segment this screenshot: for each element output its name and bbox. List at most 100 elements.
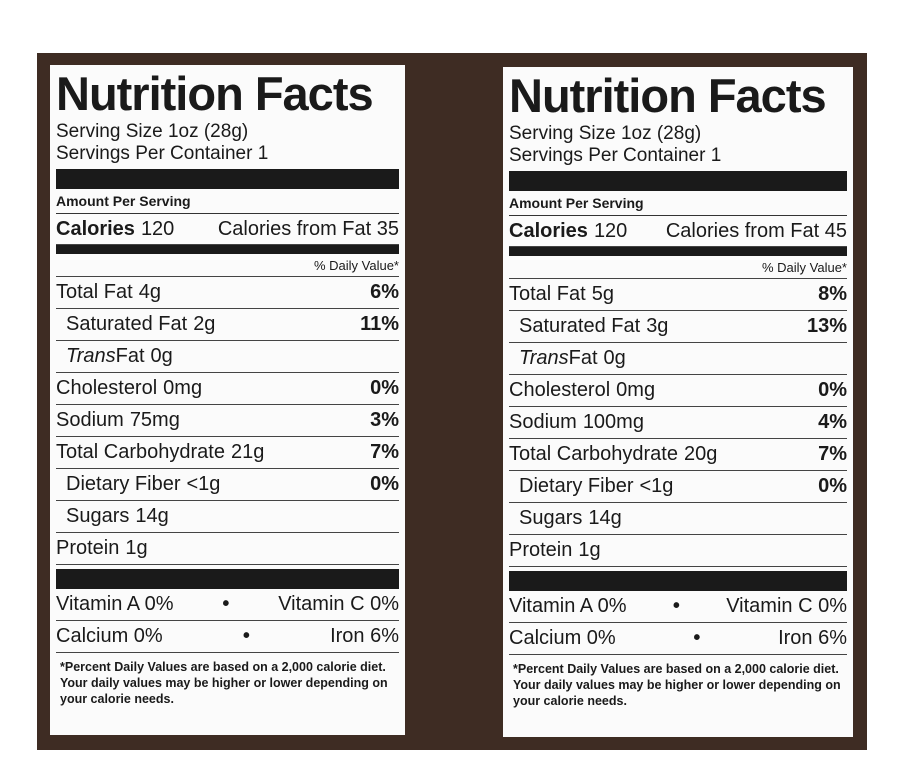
separator-dot: • (693, 627, 701, 649)
nutrient-amount: 14g (135, 505, 169, 527)
nutrient-row: Protein 1g (56, 533, 399, 565)
nutrient-row: Sugars 14g (509, 503, 847, 535)
nutrient: Total Carbohydrate 21g (56, 441, 264, 464)
nutrient-amount: 2g (193, 313, 216, 335)
nutrient-amount: 0g (150, 345, 173, 367)
thick-rule (509, 171, 847, 191)
vitamin: Iron 6% (330, 625, 399, 647)
nutrient-amount: <1g (186, 473, 221, 495)
nutrient-name: Saturated Fat (66, 313, 188, 335)
nutrient-amount: 0g (603, 347, 626, 369)
vitamin: Iron 6% (778, 627, 847, 649)
thick-rule (56, 169, 399, 189)
nutrient-amount: 21g (230, 441, 265, 463)
vitamin: Vitamin C 0% (726, 595, 847, 617)
nutrient: Protein 1g (56, 537, 148, 560)
vitamin: Vitamin C 0% (278, 593, 399, 615)
footnote: *Percent Daily Values are based on a 2,0… (513, 662, 841, 708)
nutrient: TransFat 0g (519, 347, 626, 370)
nutrient-amount: 0mg (616, 379, 656, 401)
thick-rule (509, 571, 847, 591)
daily-value-header: % Daily Value* (761, 259, 847, 275)
calories: Calories 120 (56, 218, 174, 241)
label-title: Nutrition Facts (509, 69, 827, 122)
fat-calories: Calories from Fat 35 (217, 217, 399, 240)
nutrition-label: Nutrition Facts Serving Size 1oz (28g) Ser… (503, 67, 853, 737)
daily-value: 4% (818, 411, 847, 433)
nutrient-row: Dietary Fiber <1g 0% (509, 471, 847, 503)
vitamin-row: Calcium 0% • Iron 6% (509, 623, 847, 655)
amount-per-serving: Amount Per Serving (509, 191, 847, 216)
nutrient: Dietary Fiber <1g (66, 473, 220, 496)
daily-value: 6% (370, 281, 399, 303)
nutrient-row: Cholesterol 0mg 0% (509, 375, 847, 407)
footnote: *Percent Daily Values are based on a 2,0… (60, 660, 388, 706)
nutrient-row: Sugars 14g (56, 501, 399, 533)
daily-value-header-row: % Daily Value* (56, 254, 399, 277)
calories-label: Calories (509, 219, 588, 242)
vitamin: Calcium 0% (509, 627, 616, 649)
nutrient: Sugars 14g (519, 507, 622, 530)
vitamin-row: Calcium 0% • Iron 6% (56, 621, 399, 653)
nutrient-name: Sodium (509, 411, 577, 433)
separator-dot: • (242, 625, 250, 647)
vitamin: Calcium 0% (56, 625, 163, 647)
nutrient-name: Saturated Fat (519, 315, 641, 337)
calories-value: 120 (140, 217, 175, 240)
servings-per-container: Servings Per Container 1 (56, 143, 269, 164)
nutrient-name: Sugars (519, 507, 583, 529)
nutrient: Total Carbohydrate 20g (509, 443, 717, 466)
nutrient-amount: 5g (591, 283, 614, 305)
daily-value: 7% (370, 441, 399, 463)
daily-value-header: % Daily Value* (313, 257, 399, 273)
nutrient-row: Protein 1g (509, 535, 847, 567)
nutrient-name: Protein (56, 537, 120, 559)
nutrient-name: Sodium (56, 409, 124, 431)
daily-value: 7% (818, 443, 847, 465)
nutrient-name: Total Carbohydrate (509, 443, 678, 465)
nutrient: Dietary Fiber <1g (519, 475, 673, 498)
nutrient-prefix: Trans (519, 347, 569, 369)
daily-value: 13% (806, 315, 847, 337)
nutrient-name: Cholesterol (56, 377, 158, 399)
nutrient-row: Total Carbohydrate 21g 7% (56, 437, 399, 469)
nutrient-name: Total Fat (56, 281, 133, 303)
nutrient-name: Total Fat (509, 283, 586, 305)
nutrient-name: Dietary Fiber (519, 475, 634, 497)
medium-rule (509, 247, 847, 256)
nutrient: Total Fat 4g (56, 281, 161, 304)
nutrient-row: Dietary Fiber <1g 0% (56, 469, 399, 501)
nutrient-name: Cholesterol (509, 379, 611, 401)
serving-size: Serving Size 1oz (28g) (509, 123, 702, 144)
vitamin-row: Vitamin A 0% • Vitamin C 0% (56, 589, 399, 621)
separator-dot: • (672, 595, 680, 617)
vitamin: Vitamin A 0% (509, 595, 627, 617)
nutrient-row: Total Fat 5g 8% (509, 279, 847, 311)
nutrient-row: TransFat 0g (509, 343, 847, 375)
amount-per-serving: Amount Per Serving (56, 189, 399, 214)
daily-value: 0% (370, 473, 399, 495)
nutrient-row: Cholesterol 0mg 0% (56, 373, 399, 405)
nutrient-row: TransFat 0g (56, 341, 399, 373)
nutrient: Saturated Fat 3g (519, 315, 668, 338)
daily-value: 0% (818, 379, 847, 401)
calories-row: Calories 120 Calories from Fat 35 (56, 214, 399, 245)
nutrient-name: Protein (509, 539, 573, 561)
nutrient-amount: 1g (125, 537, 148, 559)
calories-row: Calories 120 Calories from Fat 45 (509, 216, 847, 247)
nutrient-name: Sugars (66, 505, 130, 527)
nutrient-name: Dietary Fiber (66, 473, 181, 495)
servings-per-container: Servings Per Container 1 (509, 145, 722, 166)
nutrient-amount: 1g (578, 539, 601, 561)
nutrient-name: Fat (568, 347, 598, 369)
daily-value: 0% (818, 475, 847, 497)
fat-calories: Calories from Fat 45 (665, 219, 847, 242)
nutrient-row: Total Fat 4g 6% (56, 277, 399, 309)
nutrient-amount: 3g (646, 315, 669, 337)
nutrient-name: Fat (115, 345, 145, 367)
nutrient-amount: 20g (683, 443, 718, 465)
label-title: Nutrition Facts (56, 67, 374, 120)
nutrient-row: Total Carbohydrate 20g 7% (509, 439, 847, 471)
daily-value: 3% (370, 409, 399, 431)
